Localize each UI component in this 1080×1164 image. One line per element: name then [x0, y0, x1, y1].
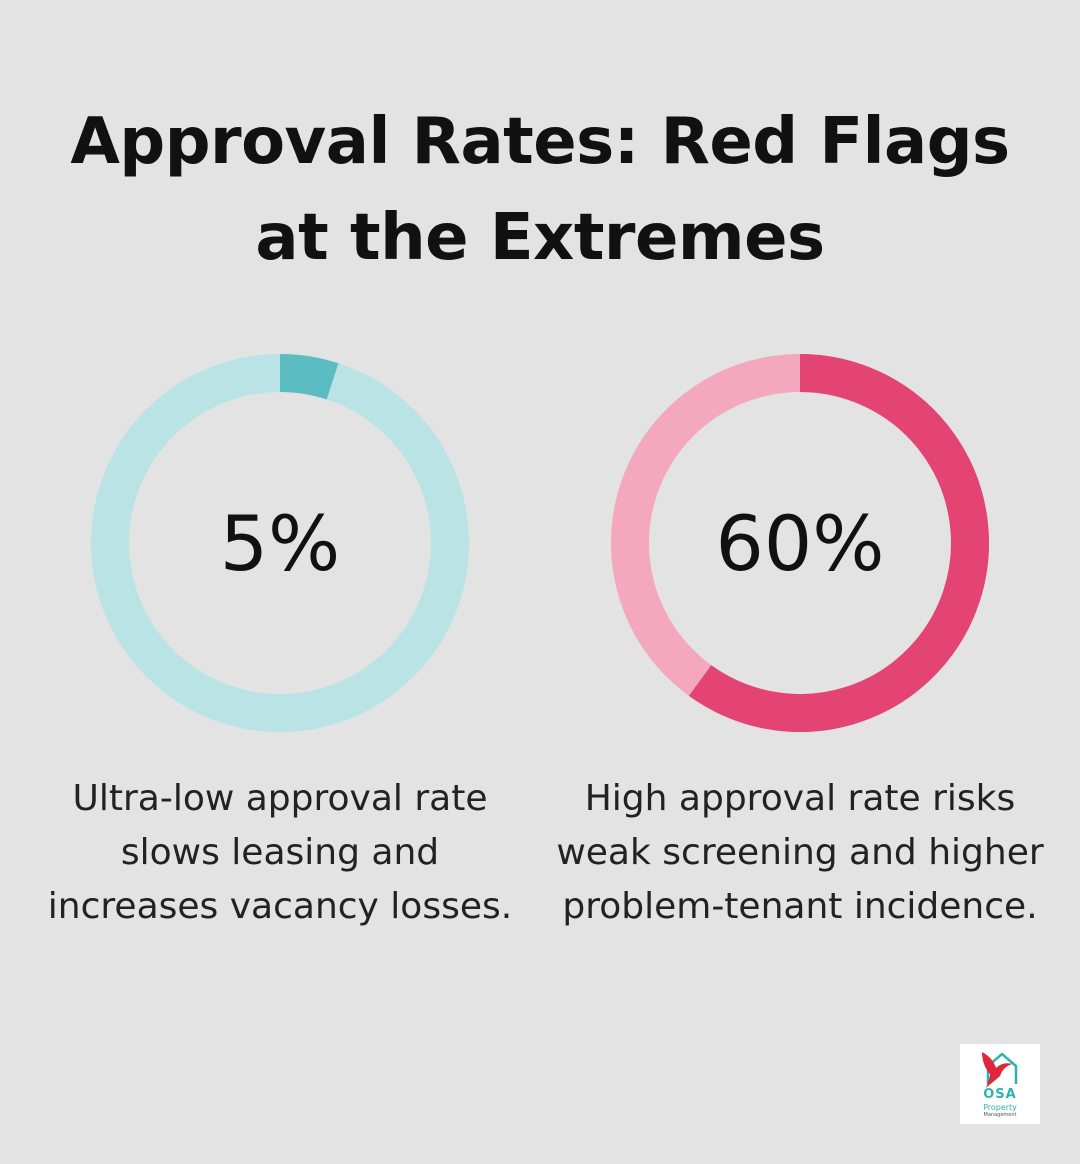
donut-arc-high — [688, 354, 989, 732]
caption-low-line-2: slows leasing and — [120, 832, 440, 873]
caption-low-line-1: Ultra-low approval rate — [72, 778, 488, 819]
title-line-1: Approval Rates: Red Flags — [70, 105, 1010, 179]
caption-low-approval: Ultra-low approval rate slows leasing an… — [30, 772, 530, 934]
logo-brand: OSA — [983, 1087, 1017, 1102]
donut-svg-low — [91, 354, 469, 732]
osa-logo: OSA Property Management — [960, 1044, 1040, 1124]
page-title: Approval Rates: Red Flags at the Extreme… — [40, 94, 1040, 286]
caption-high-line-2: weak screening and higher — [556, 832, 1044, 873]
donut-chart-high-approval: 60% — [611, 354, 989, 732]
title-line-2: at the Extremes — [255, 201, 825, 275]
logo-line-1: Property — [983, 1103, 1017, 1112]
donut-chart-low-approval: 5% — [91, 354, 469, 732]
caption-high-approval: High approval rate risks weak screening … — [550, 772, 1050, 934]
donut-value-high: 60% — [715, 498, 885, 588]
caption-low-line-3: increases vacancy losses. — [47, 886, 513, 927]
caption-high-line-3: problem-tenant incidence. — [562, 886, 1038, 927]
caption-high-line-1: High approval rate risks — [584, 778, 1016, 819]
logo-line-2: Management — [983, 1112, 1017, 1118]
donut-value-low: 5% — [219, 498, 341, 588]
donut-svg-high — [611, 354, 989, 732]
bird-house-icon — [982, 1052, 1018, 1088]
donut-arc-low — [279, 354, 339, 400]
